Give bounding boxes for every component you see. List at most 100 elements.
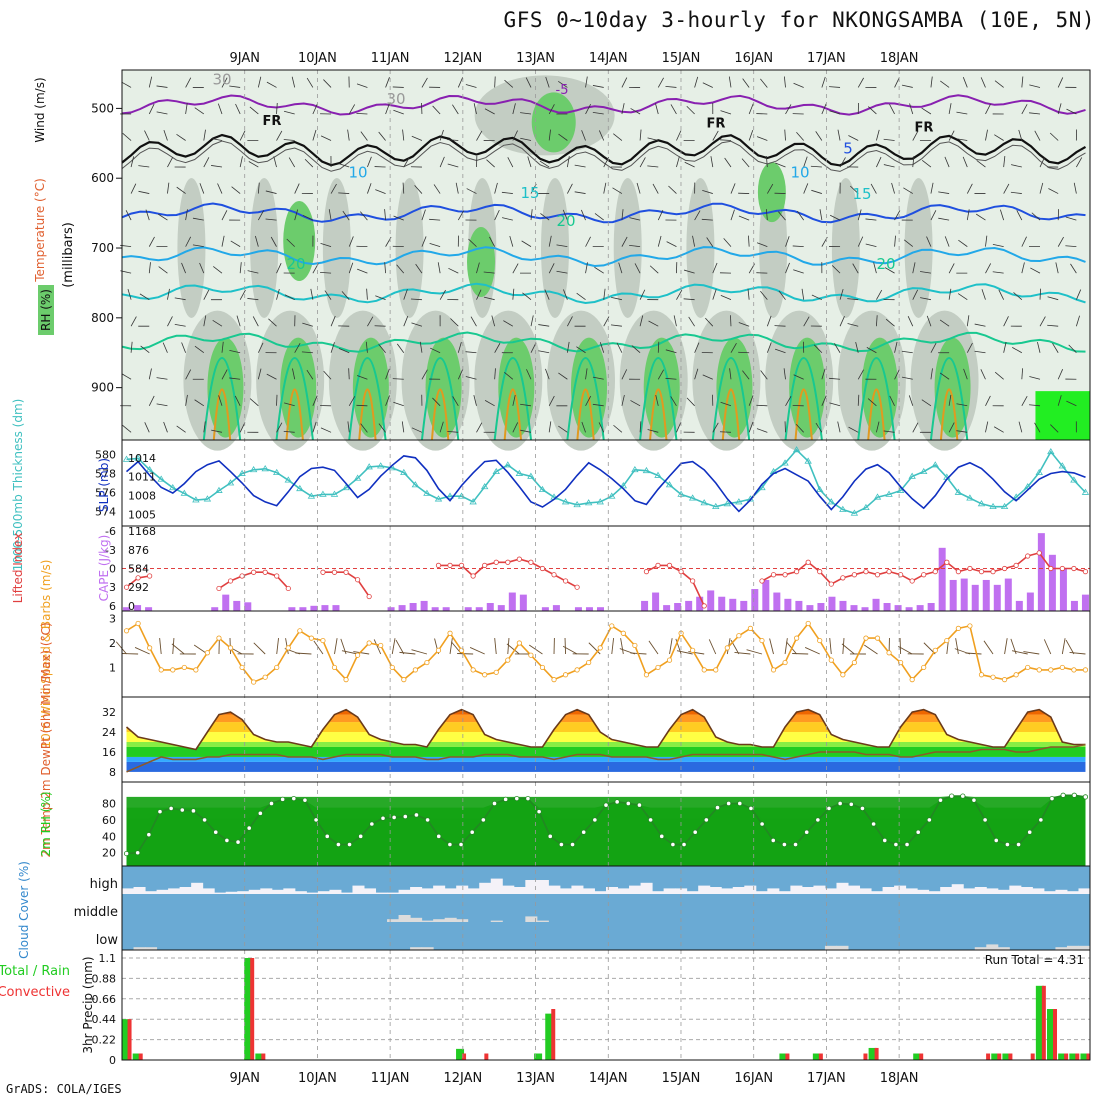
cloud-low-cell [1078,945,1091,950]
wind10m-line-point [1048,667,1054,673]
wind-barb [948,394,952,406]
cloud-high-clear [571,885,584,894]
wind-barb [221,235,225,247]
wind-barb [796,131,804,141]
wind10m-line-point [539,664,546,671]
wind-barb [468,238,477,247]
wind10m-line-point [412,667,418,673]
wind-barb [378,423,386,433]
wind10m-barb [1004,638,1008,655]
cape-bar [475,607,483,611]
wind-barb [414,185,423,194]
cape-bar [883,603,891,611]
lifted-index-line-point [470,573,476,579]
wind-barb [1047,296,1059,301]
cloud-level-label: high [90,877,118,892]
y-tick-label: 800 [91,311,114,325]
cloud-high-clear [168,888,181,894]
hot-loop [721,388,741,441]
wind10m-line-point [770,667,777,673]
rh2m-line-point [547,833,553,839]
wind-barb [901,376,913,380]
thickness-line-point [527,472,535,479]
wind-barb [421,209,426,221]
thickness-line-point [1000,502,1009,510]
rh2m-line-point [391,814,397,821]
rh2m-line-point [201,817,208,823]
cape-bar [905,607,913,611]
dewpoint-line [126,743,1086,773]
wind-barb [221,77,228,88]
wind-barb [312,129,317,141]
cape-bar [145,607,153,611]
wind-barb [525,77,532,88]
wind-barb [756,404,768,407]
contour-label: 20 [876,255,895,273]
wind-barb [701,218,713,221]
wind-barb [998,289,1005,300]
wind10m-line-point [274,664,280,671]
cloud-high-clear [767,888,780,894]
wind-barb [1065,216,1077,221]
wind-barb [985,235,988,247]
rh2m-line-point [1060,792,1066,798]
day-label-top: 15JAN [662,51,701,66]
wind-barb [254,235,259,247]
rh2m-line-point [369,821,375,827]
wind-barb [167,157,174,168]
wind-barb [811,294,823,301]
precip-total-bar [913,1053,922,1060]
rh2m-line-point [1038,817,1044,823]
day-label-bottom: 10JAN [298,1071,337,1086]
wind-barb [1076,157,1083,168]
wind-barb [211,429,223,433]
wind-barb [320,135,332,141]
lifted-index-line-point [978,569,985,575]
warm-loop [566,356,605,441]
precip-total-bar [868,1047,877,1060]
rh2m-line-point [937,797,944,803]
lifted-index-line-point [770,572,777,578]
rh2m-line-point [346,841,353,848]
precip-convective-bar [818,1053,823,1060]
cape-bar [1048,554,1056,611]
wind-barb [665,349,677,354]
cape-bar [927,603,935,611]
lifted-index-line-point [851,572,857,578]
cloud-high-clear [283,888,296,894]
wind-barb [323,370,332,380]
rh2m-line-point [313,817,319,823]
wind-barb [839,315,845,327]
wind-barb [218,395,223,406]
wind-barb [396,264,405,274]
temp-band [126,756,1086,762]
wind-barb [839,157,846,168]
cape-bar [850,605,858,611]
rh2m-line-point [280,796,286,802]
wind-barb [666,241,677,247]
wind-barb [1039,288,1041,300]
wind-barb [211,138,223,141]
wind-barb [217,183,223,194]
wind10m-line-point [874,635,881,641]
wind10m-line-point [297,628,303,634]
day-label-top: 12JAN [443,51,482,66]
cape-bar [222,594,230,611]
cloud-high-clear [1020,887,1033,894]
rh2m-line-point [670,841,676,848]
lifted-index-line-point [447,562,453,568]
cape-bar [718,596,726,611]
thickness-line-point [631,465,639,473]
cloud-low-cell [145,947,158,950]
cape-bar [288,607,296,611]
wind10m-barb [792,653,809,655]
wind-barb [347,129,350,141]
thickness-line-point [296,484,304,492]
rh2m-line-point [302,797,308,803]
day-label-top: 16JAN [734,51,773,66]
contour-label: 10 [790,164,809,182]
wind-barb [512,130,518,141]
wind-barb [803,183,809,194]
temp-band [126,746,1086,757]
lifted-index-line-point [794,569,800,575]
